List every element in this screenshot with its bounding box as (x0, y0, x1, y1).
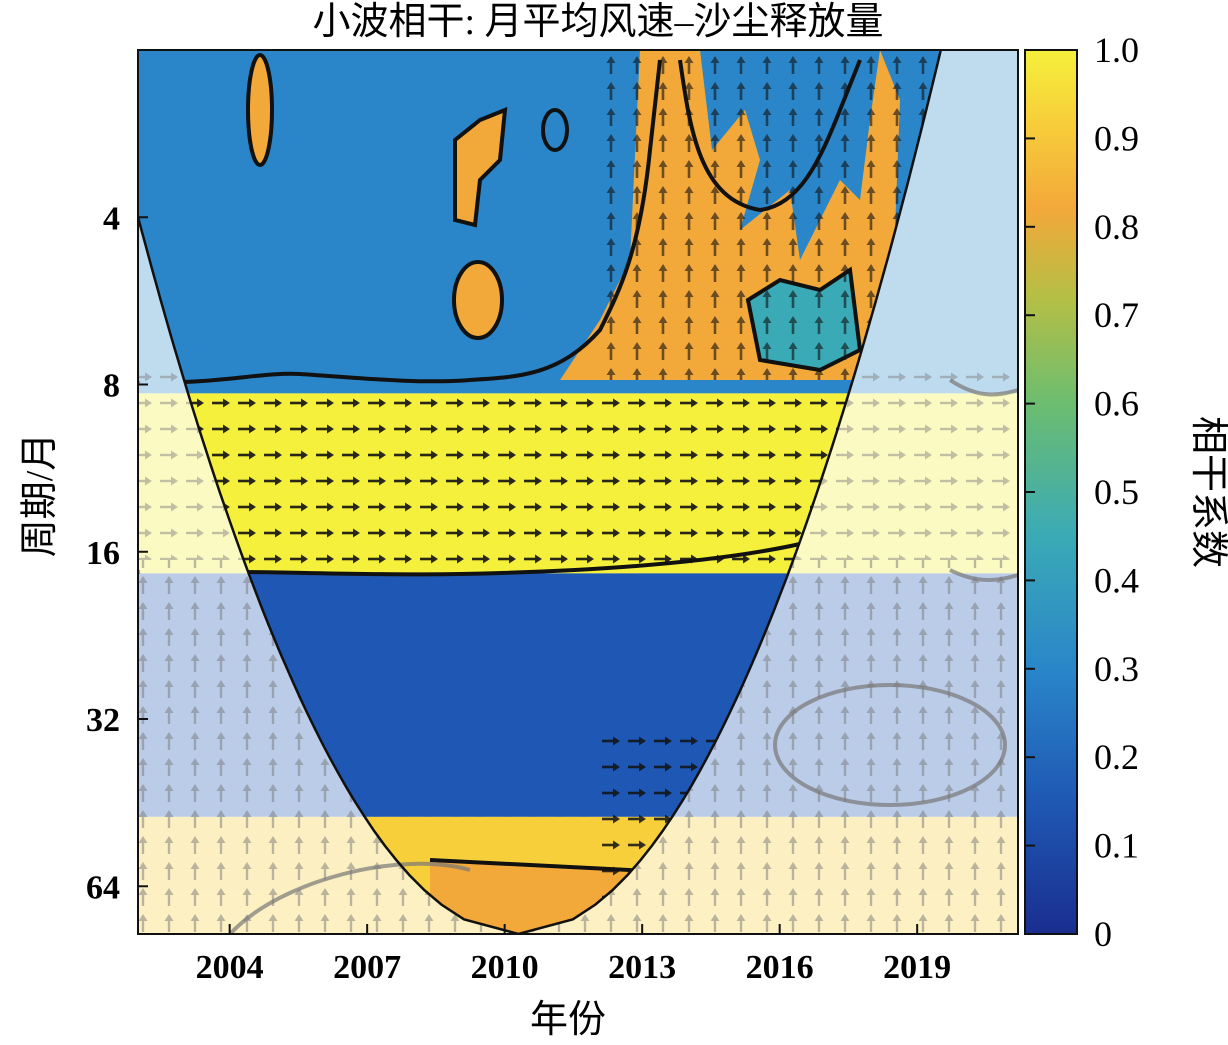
y-tick-label: 8 (103, 368, 120, 405)
y-tick-label: 4 (103, 200, 120, 237)
colorbar-tick-label: 0.6 (1094, 384, 1139, 424)
y-tick-label: 32 (86, 702, 120, 739)
x-tick-label: 2007 (333, 949, 401, 986)
colorbar-tick-label: 0.3 (1094, 649, 1139, 689)
x-tick-label: 2016 (746, 949, 814, 986)
colorbar-tick-label: 0.1 (1094, 826, 1139, 866)
colorbar-ticks: 1.0 0.9 0.8 0.7 0.6 0.5 0.4 0.3 0.2 0.1 0 (1025, 30, 1139, 954)
colorbar-tick-label: 0.8 (1094, 207, 1139, 247)
x-tick-label: 2019 (883, 949, 951, 986)
x-axis-label: 年份 (530, 999, 606, 1041)
colorbar-tick-label: 0.2 (1094, 737, 1139, 777)
y-tick-label: 16 (86, 535, 120, 572)
y-axis-label: 周期/月 (19, 433, 61, 558)
colorbar-tick-label: 0.7 (1094, 295, 1139, 335)
colorbar-label: 相干系数 (1187, 416, 1228, 568)
plot-area (138, 50, 1018, 934)
colorbar-tick-label: 0.4 (1094, 560, 1139, 600)
colorbar-tick-label: 0 (1094, 914, 1112, 954)
x-tick-label: 2004 (196, 949, 264, 986)
colorbar-tick-label: 1.0 (1094, 30, 1139, 70)
outer-contours (138, 378, 1018, 934)
x-tick-label: 2013 (608, 949, 676, 986)
colorbar-tick-label: 0.9 (1094, 118, 1139, 158)
plot-frame (137, 49, 1019, 935)
x-axis: 2004 2007 2010 2013 2016 2019 (196, 924, 951, 986)
y-tick-label: 64 (86, 869, 120, 906)
cone-of-influence (138, 50, 943, 934)
x-tick-label: 2010 (471, 949, 539, 986)
y-axis: 4 8 16 32 64 (86, 200, 148, 906)
colorbar: 1.0 0.9 0.8 0.7 0.6 0.5 0.4 0.3 0.2 0.1 0 (1024, 30, 1139, 954)
chart-title: 小波相干: 月平均风速–沙尘释放量 (312, 1, 883, 43)
colorbar-tick-label: 0.5 (1094, 472, 1139, 512)
